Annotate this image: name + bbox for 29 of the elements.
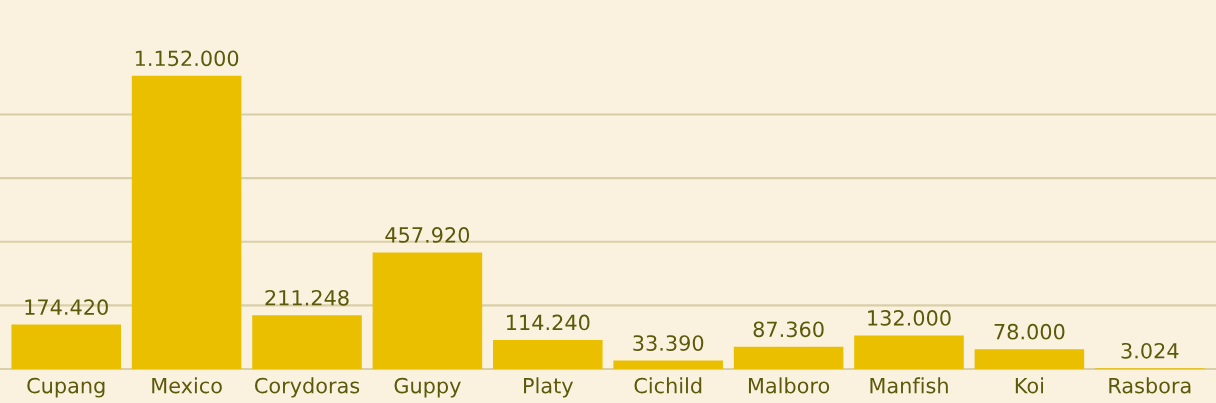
bar [372,252,483,369]
x-tick-label: Corydoras [255,377,360,398]
data-label: 33.390 [633,335,704,351]
bar [11,324,121,369]
data-label: 211.248 [265,289,349,306]
x-tick-label: Cichild [634,377,702,394]
data-label: 457.920 [385,227,470,243]
x-tick-label: Koi [1015,377,1044,394]
bar [131,75,242,369]
x-tick-label: Platy [524,377,573,398]
data-label: 1.152.000 [135,50,239,67]
data-label: 174.420 [25,299,108,316]
bar [854,335,964,369]
bar [493,339,603,369]
bar [974,349,1085,369]
x-tick-label: Cupang [27,377,105,398]
data-label: 78.000 [994,323,1065,340]
data-label: 114.240 [507,314,590,331]
bar [252,315,362,369]
x-tick-label: Manfish [870,377,948,394]
bar [613,360,723,369]
x-tick-label: Guppy [394,377,461,398]
x-tick-label: Rasbora [1109,377,1191,394]
x-tick-label: Mexico [152,377,222,394]
data-label: 3.024 [1121,342,1179,359]
data-label: 87.360 [753,321,824,338]
x-tick-label: Malboro [748,377,830,394]
data-label: 132.000 [868,310,951,326]
bar [733,346,844,369]
